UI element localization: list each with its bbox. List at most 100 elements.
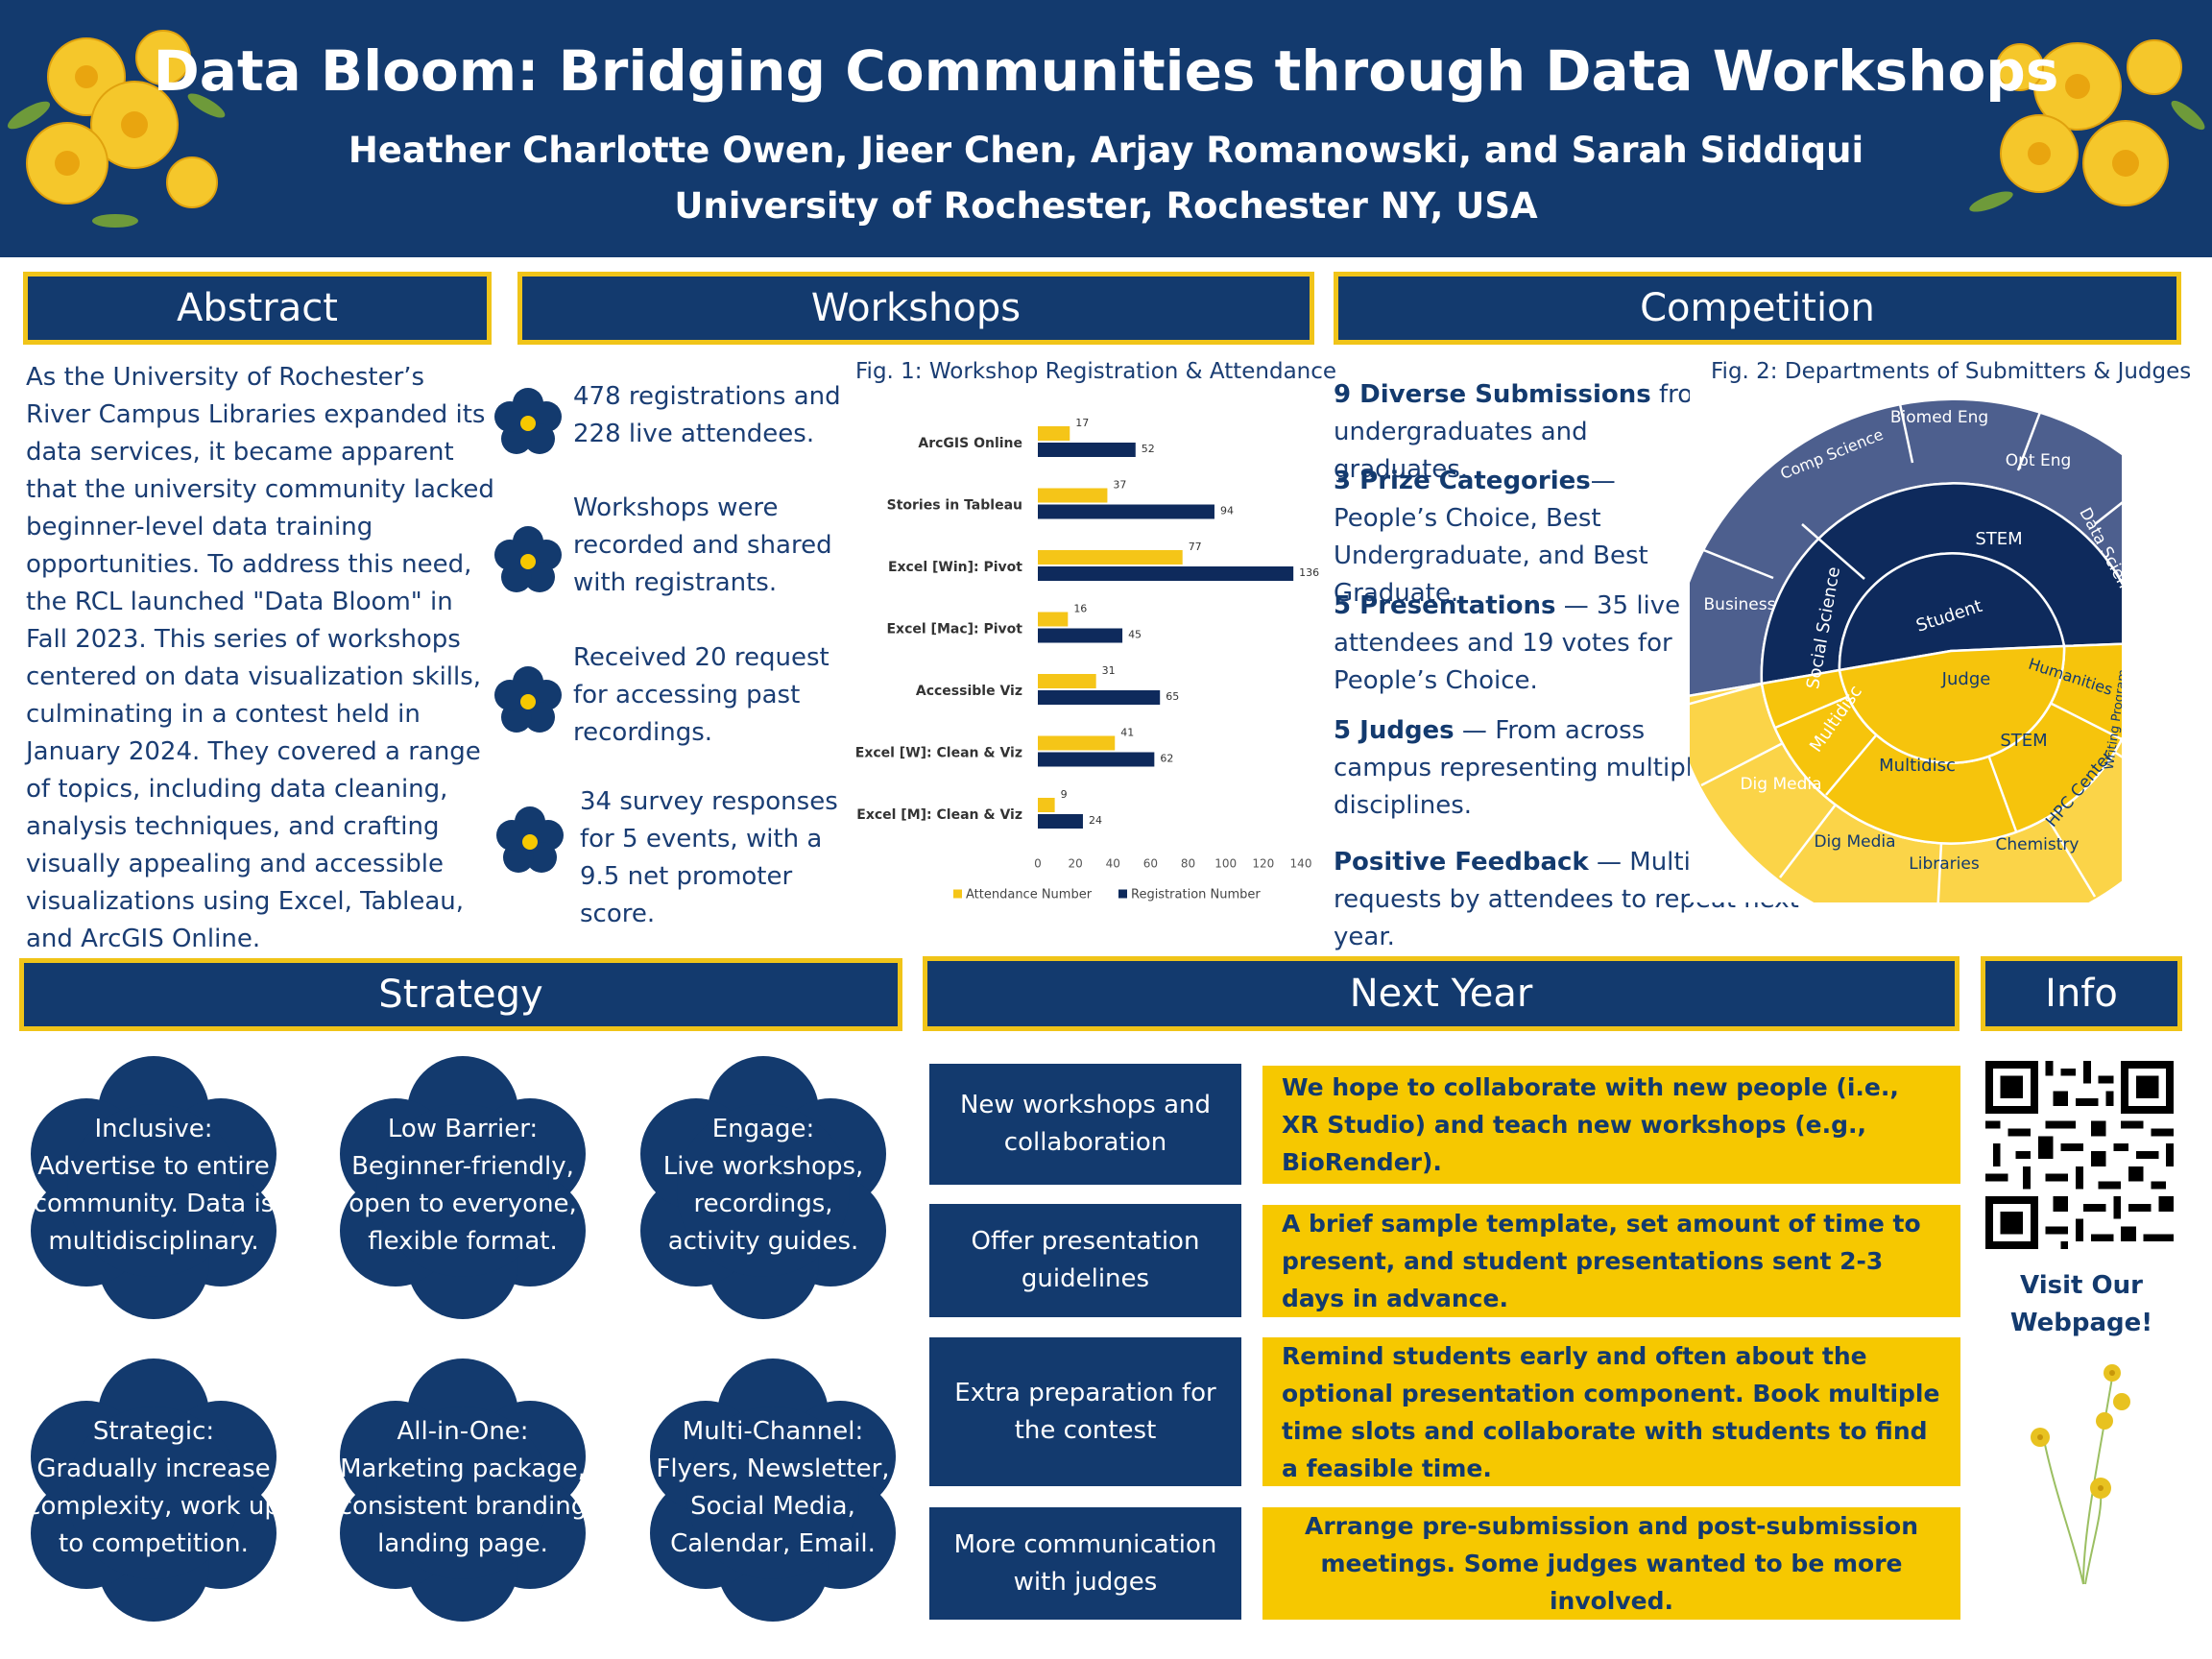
sunburst-graphic: Student Judge STEM Social Science Multid…	[1690, 384, 2122, 902]
workshops-heading: Workshops	[517, 272, 1314, 345]
strategy-strategic: Strategic: Gradually increase complexity, …	[24, 1349, 283, 1627]
flower-bullet-icon	[490, 384, 566, 461]
chart-legend-swatch-registration	[1118, 890, 1127, 899]
next-year-text-1: We hope to collaborate with new people (…	[1262, 1066, 1960, 1184]
flower-stems-decoration	[2016, 1349, 2151, 1589]
next-year-label-1: New workshops and collaboration	[929, 1064, 1241, 1185]
chart-bar-attendance	[1038, 674, 1096, 688]
header-banner: Data Bloom: Bridging Communities through…	[0, 0, 2212, 257]
chart-data-label: 94	[1220, 505, 1234, 517]
chart-bar-attendance	[1038, 613, 1068, 627]
chart-category-label: Excel [W]: Clean & Viz	[855, 746, 1022, 761]
chart-bar-registration	[1038, 443, 1136, 457]
chart-data-label: 52	[1142, 443, 1155, 455]
sunburst-label-business: Business	[1704, 595, 1776, 614]
info-heading: Info	[1981, 956, 2182, 1031]
qr-code[interactable]	[1985, 1061, 2174, 1249]
poster-title: Data Bloom: Bridging Communities through…	[0, 38, 2212, 104]
chart-category-label: Stories in Tableau	[887, 498, 1022, 514]
chart-x-tick: 140	[1290, 857, 1312, 871]
chart-data-label: 62	[1160, 753, 1173, 765]
chart-x-tick: 0	[1034, 857, 1042, 871]
chart-x-tick: 20	[1069, 857, 1083, 871]
chart-category-label: Excel [Win]: Pivot	[888, 560, 1022, 575]
chart-legend-swatch-attendance	[953, 890, 962, 899]
chart-x-tick: 100	[1214, 857, 1237, 871]
chart-data-label: 31	[1102, 664, 1116, 677]
next-year-heading: Next Year	[923, 956, 1960, 1031]
chart-bar-attendance	[1038, 489, 1107, 503]
sunburst-label-stem-judge: STEM	[2000, 731, 2047, 751]
chart-data-label: 17	[1075, 417, 1089, 429]
chart-data-label: 65	[1166, 690, 1179, 703]
workshop-bar-chart: ArcGIS Online 17 52 Stories in Tableau 37 94 E…	[845, 394, 1320, 902]
chart-data-label: 37	[1113, 479, 1126, 492]
next-year-text-2: A brief sample template, set amount of t…	[1262, 1205, 1960, 1317]
flower-bullet-icon	[490, 522, 566, 599]
next-year-text-4: Arrange pre-submission and post-submissi…	[1262, 1507, 1960, 1620]
chart-x-tick: 80	[1181, 857, 1195, 871]
flower-bullet-icon	[490, 662, 566, 739]
flower-bullet-icon	[492, 803, 568, 879]
strategy-heading: Strategy	[19, 958, 902, 1031]
workshop-bullet-2: Workshops were recorded and shared with …	[573, 490, 842, 602]
strategy-multi-channel: Multi-Channel: Flyers, Newsletter, Social …	[643, 1349, 902, 1627]
poster-authors: Heather Charlotte Owen, Jieer Chen, Arja…	[0, 130, 2212, 171]
chart-category-label: Accessible Viz	[916, 684, 1022, 699]
chart-category-label: ArcGIS Online	[918, 436, 1022, 451]
chart-data-label: 45	[1128, 629, 1142, 641]
poster-affiliation: University of Rochester, Rochester NY, U…	[0, 185, 2212, 227]
chart-category-label: Excel [M]: Clean & Viz	[856, 807, 1022, 823]
sunburst-label-dig-media-student: Dig Media	[1740, 775, 1821, 794]
chart-bar-registration	[1038, 814, 1083, 829]
chart-bar-attendance	[1038, 550, 1183, 565]
workshop-bullet-3: Received 20 request for accessing past r…	[573, 639, 842, 752]
chart-data-label: 41	[1120, 727, 1134, 739]
visit-webpage-link[interactable]: Visit Our Webpage!	[1992, 1267, 2171, 1342]
competition-heading: Competition	[1334, 272, 2181, 345]
next-year-text-3: Remind students early and often about th…	[1262, 1337, 1960, 1486]
competition-item-4: 5 Judges — From across campus representi…	[1334, 712, 1718, 825]
chart-data-label: 24	[1089, 814, 1102, 827]
sunburst-label-libraries: Libraries	[1909, 854, 1980, 874]
competition-item-3: 5 Presentations — 35 live attendees and …	[1334, 588, 1718, 700]
chart-bar-attendance	[1038, 736, 1115, 751]
next-year-label-3: Extra preparation for the contest	[929, 1337, 1241, 1486]
fig2-caption: Fig. 2: Departments of Submitters & Judg…	[1711, 359, 2191, 384]
next-year-label-4: More communication with judges	[929, 1507, 1241, 1620]
abstract-text: As the University of Rochester’s River C…	[26, 359, 496, 958]
strategy-inclusive: Inclusive: Advertise to entire community. …	[24, 1046, 283, 1325]
sunburst-label-judge: Judge	[1941, 669, 1991, 689]
next-year-label-2: Offer presentation guidelines	[929, 1204, 1241, 1317]
sunburst-label-dig-media-judge: Dig Media	[1814, 832, 1895, 852]
chart-legend-registration: Registration Number	[1131, 888, 1261, 902]
chart-bar-attendance	[1038, 798, 1055, 812]
chart-data-label: 9	[1061, 788, 1068, 801]
abstract-heading: Abstract	[23, 272, 492, 345]
fig1-caption: Fig. 1: Workshop Registration & Attendan…	[855, 359, 1316, 384]
workshop-bullet-1: 478 registrations and 228 live attendees…	[573, 378, 842, 453]
sunburst-label-stem-student: STEM	[1975, 529, 2022, 549]
chart-data-label: 77	[1189, 541, 1202, 553]
sunburst-label-biomed-eng: Biomed Eng	[1890, 408, 1988, 427]
chart-bar-registration	[1038, 629, 1122, 643]
chart-x-tick: 40	[1106, 857, 1120, 871]
chart-bar-registration	[1038, 690, 1160, 705]
sunburst-label-opt-eng: Opt Eng	[2006, 451, 2072, 470]
chart-legend-attendance: Attendance Number	[966, 888, 1093, 902]
strategy-all-in-one: All-in-One: Marketing package, consistent …	[333, 1349, 592, 1627]
sunburst-label-multidisc-judge: Multidisc	[1879, 756, 1956, 776]
workshop-bullet-4: 34 survey responses for 5 events, with a…	[580, 783, 858, 933]
chart-category-label: Excel [Mac]: Pivot	[886, 622, 1022, 637]
chart-data-label: 136	[1299, 566, 1319, 579]
chart-bar-registration	[1038, 753, 1154, 767]
sunburst-label-chemistry: Chemistry	[1996, 835, 2080, 854]
chart-bar-registration	[1038, 566, 1293, 581]
strategy-engage: Engage: Live workshops, recordings, activit…	[634, 1046, 893, 1325]
chart-x-tick: 60	[1143, 857, 1158, 871]
strategy-low-barrier: Low Barrier: Beginner-friendly, open to ev…	[333, 1046, 592, 1325]
chart-bar-attendance	[1038, 426, 1070, 441]
chart-bar-registration	[1038, 505, 1214, 519]
chart-data-label: 16	[1073, 603, 1087, 615]
chart-x-tick: 120	[1252, 857, 1274, 871]
